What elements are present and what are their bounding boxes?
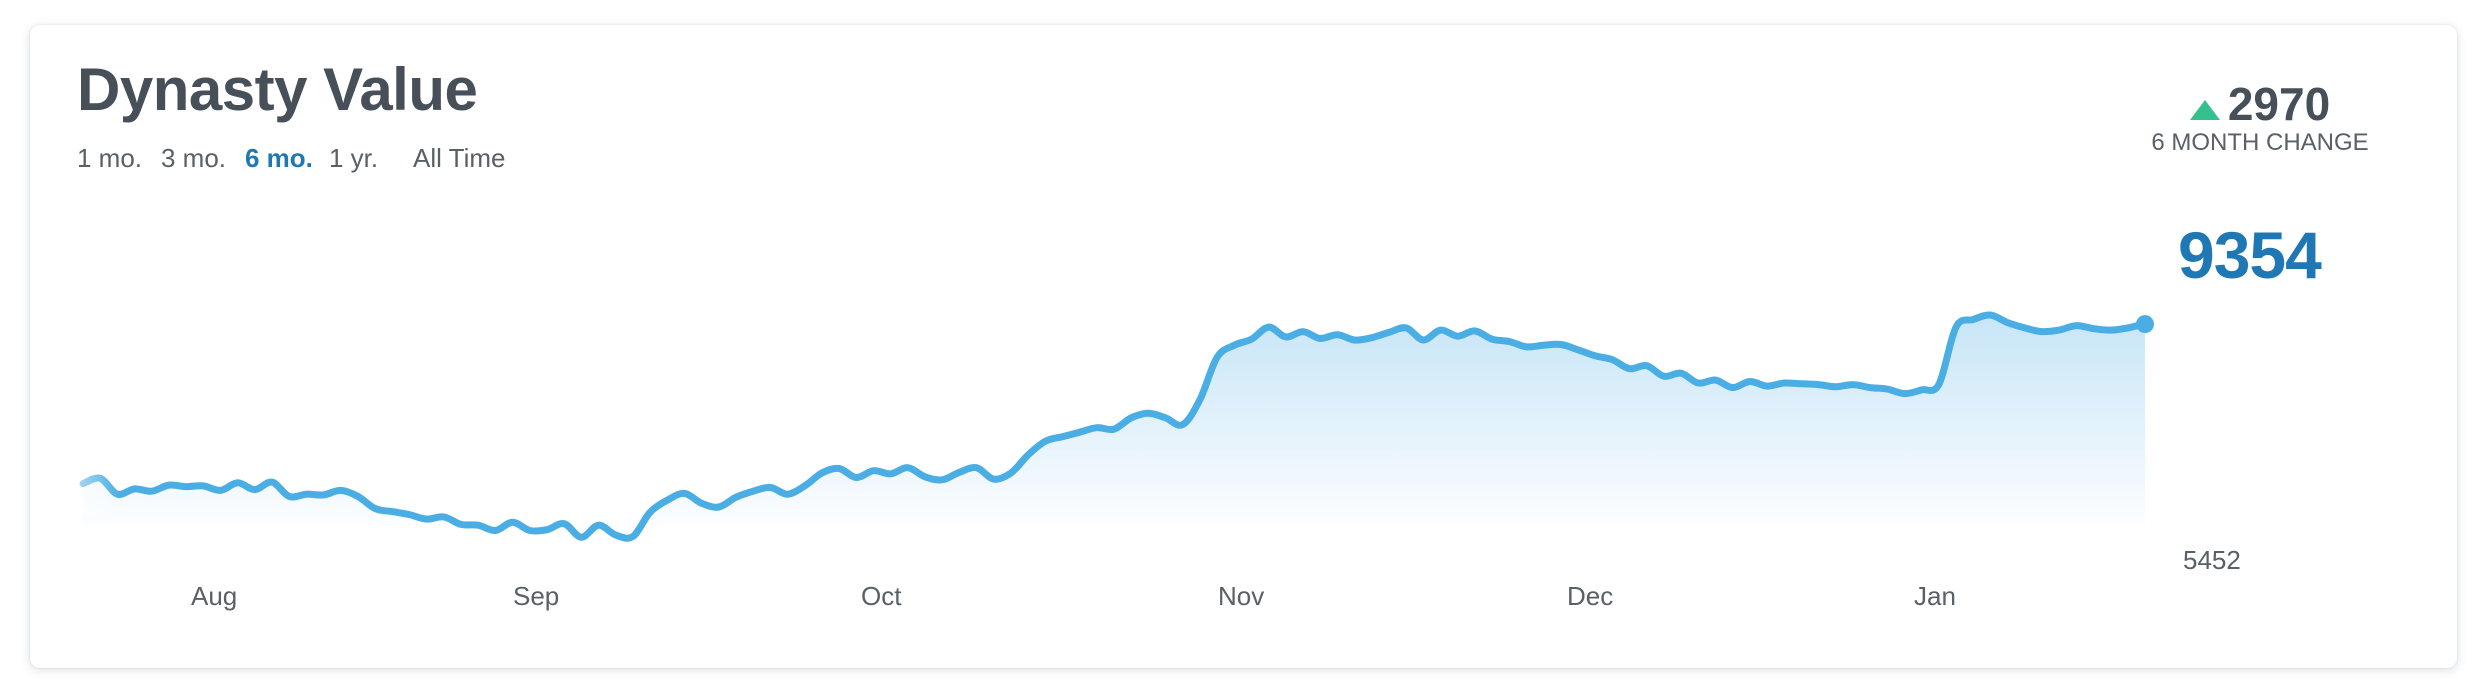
x-tick-jan: Jan: [1914, 581, 1956, 611]
change-summary: 2970 6 MONTH CHANGE: [2130, 77, 2390, 157]
x-tick-oct: Oct: [861, 581, 902, 611]
dynasty-value-card: Dynasty Value 1 mo. 3 mo. 6 mo. 1 yr. Al…: [30, 25, 2457, 668]
x-tick-dec: Dec: [1567, 581, 1613, 611]
range-1-month[interactable]: 1 mo.: [77, 143, 143, 173]
min-value-label: 5452: [2183, 545, 2241, 575]
x-axis: Aug Sep Oct Nov Dec Jan: [191, 581, 1956, 611]
change-value: 2970: [2227, 78, 2331, 130]
range-6-month[interactable]: 6 mo.: [245, 143, 313, 173]
current-value-point[interactable]: [2136, 315, 2154, 334]
page-title: Dynasty Value: [77, 56, 478, 123]
range-3-month[interactable]: 3 mo.: [161, 143, 227, 173]
range-1-year[interactable]: 1 yr.: [329, 143, 379, 173]
x-tick-nov: Nov: [1218, 581, 1264, 611]
change-label: 6 MONTH CHANGE: [2151, 129, 2369, 156]
up-arrow-icon: [2189, 99, 2220, 120]
x-tick-sep: Sep: [513, 581, 559, 611]
x-tick-aug: Aug: [191, 581, 237, 611]
value-line: [79, 311, 2149, 542]
line-start-fade: [70, 435, 120, 515]
range-all-time[interactable]: All Time: [413, 143, 506, 173]
current-value: 9354: [2178, 218, 2322, 292]
dynasty-value-chart: Aug Sep Oct Nov Dec Jan: [70, 311, 2154, 611]
